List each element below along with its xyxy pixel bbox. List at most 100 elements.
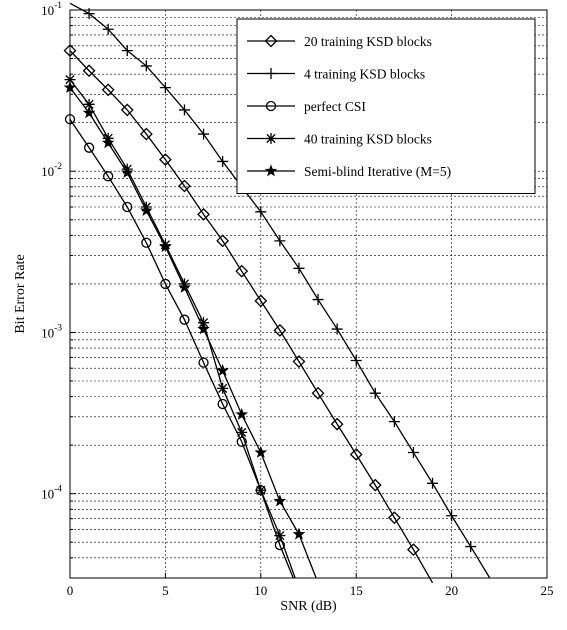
axes-layer xyxy=(69,9,548,579)
circle-marker xyxy=(179,314,190,325)
legend-item: perfect CSI xyxy=(247,99,366,114)
star-marker xyxy=(273,494,287,507)
circle-marker xyxy=(141,237,152,248)
plus-marker xyxy=(427,477,439,489)
asterisk-marker xyxy=(274,530,286,542)
star-marker xyxy=(264,164,278,177)
x-tick-label: 0 xyxy=(67,583,74,598)
x-axis-title: SNR (dB) xyxy=(280,599,337,614)
x-tick-label: 10 xyxy=(254,583,267,598)
plus-marker xyxy=(274,235,286,247)
star-marker xyxy=(101,136,115,149)
diamond-marker xyxy=(178,179,191,193)
asterisk-marker xyxy=(236,426,248,438)
diamond-marker xyxy=(273,323,287,337)
plus-marker xyxy=(159,82,171,94)
circle-marker xyxy=(160,278,171,290)
legend-label: perfect CSI xyxy=(304,99,366,114)
star-marker xyxy=(139,203,153,216)
star-marker xyxy=(82,106,96,119)
diamond-marker xyxy=(330,417,344,431)
diamond-marker xyxy=(349,448,363,461)
plus-marker xyxy=(265,68,277,79)
legend-item: 4 training KSD blocks xyxy=(247,67,425,82)
y-tick-label: 10-4 xyxy=(41,485,62,502)
plus-marker xyxy=(140,60,152,72)
star-marker xyxy=(120,165,134,179)
plus-marker xyxy=(255,206,267,218)
circle-marker xyxy=(217,398,228,410)
diamond-marker xyxy=(254,294,268,308)
plot-frame xyxy=(69,9,548,579)
star-marker xyxy=(254,445,268,458)
legend-label: 20 training KSD blocks xyxy=(304,34,432,49)
star-marker xyxy=(197,322,210,335)
asterisk-marker xyxy=(255,484,267,496)
diamond-marker xyxy=(120,103,134,117)
asterisk-marker xyxy=(217,382,229,394)
plus-marker xyxy=(350,355,362,367)
plus-marker xyxy=(293,262,305,274)
plus-marker xyxy=(446,510,458,522)
series-line xyxy=(69,50,434,584)
star-marker xyxy=(235,407,249,420)
legend-item: 20 training KSD blocks xyxy=(247,34,432,49)
legend-label: 4 training KSD blocks xyxy=(304,67,425,82)
circle-marker xyxy=(122,201,133,213)
series-group xyxy=(63,44,434,584)
asterisk-marker xyxy=(83,98,95,110)
diamond-marker xyxy=(387,511,401,525)
diamond-marker xyxy=(216,234,230,248)
plus-marker xyxy=(407,447,419,459)
diamond-marker xyxy=(311,386,325,400)
circle-marker xyxy=(103,171,114,182)
star-marker xyxy=(292,527,306,540)
diamond-marker xyxy=(368,478,382,492)
series-layer xyxy=(63,2,491,584)
diamond-marker xyxy=(158,153,172,167)
series-group xyxy=(69,2,491,579)
legend-label: 40 training KSD blocks xyxy=(304,132,432,147)
plus-marker xyxy=(388,416,400,428)
legend: 20 training KSD blocks 4 training KSD blo… xyxy=(236,18,536,194)
circle-marker xyxy=(83,142,95,153)
plus-marker xyxy=(465,541,477,553)
circle-marker xyxy=(265,100,277,112)
y-tick-label: 10-1 xyxy=(41,1,62,18)
asterisk-marker xyxy=(265,133,277,144)
diamond-marker xyxy=(101,83,115,97)
plus-marker xyxy=(331,323,343,335)
ticks-layer: 0 5 10 15 20 25 10-1 10-2 10-3 10-4 xyxy=(41,1,553,598)
plus-marker xyxy=(217,155,229,167)
x-tick-label: 20 xyxy=(445,583,458,598)
diamond-marker xyxy=(197,207,210,221)
series-line xyxy=(69,87,317,579)
y-tick-label: 10-3 xyxy=(41,323,62,340)
star-marker xyxy=(159,240,172,253)
diamond-marker xyxy=(82,64,96,78)
x-tick-label: 15 xyxy=(350,583,363,598)
circle-marker xyxy=(198,357,209,368)
diamond-marker xyxy=(292,355,306,368)
diamond-marker xyxy=(264,34,278,48)
diamond-marker xyxy=(235,264,249,278)
plus-marker xyxy=(198,128,210,140)
plus-marker xyxy=(178,104,190,116)
legend-label: Semi-blind Iterative (M=5) xyxy=(304,164,451,179)
legend-item: 40 training KSD blocks xyxy=(247,132,432,147)
x-tick-label: 25 xyxy=(541,583,554,598)
legend-item: Semi-blind Iterative (M=5) xyxy=(247,164,451,179)
star-marker xyxy=(178,280,191,293)
y-tick-label: 10-2 xyxy=(41,162,62,179)
plus-marker xyxy=(102,23,114,35)
plus-marker xyxy=(369,387,381,399)
star-marker xyxy=(216,363,229,376)
plus-marker xyxy=(312,294,324,306)
diamond-marker xyxy=(407,543,420,557)
plus-marker xyxy=(121,45,133,57)
diamond-marker xyxy=(139,127,153,141)
x-tick-label: 5 xyxy=(162,583,169,598)
y-axis-title: Bit Error Rate xyxy=(13,254,28,333)
